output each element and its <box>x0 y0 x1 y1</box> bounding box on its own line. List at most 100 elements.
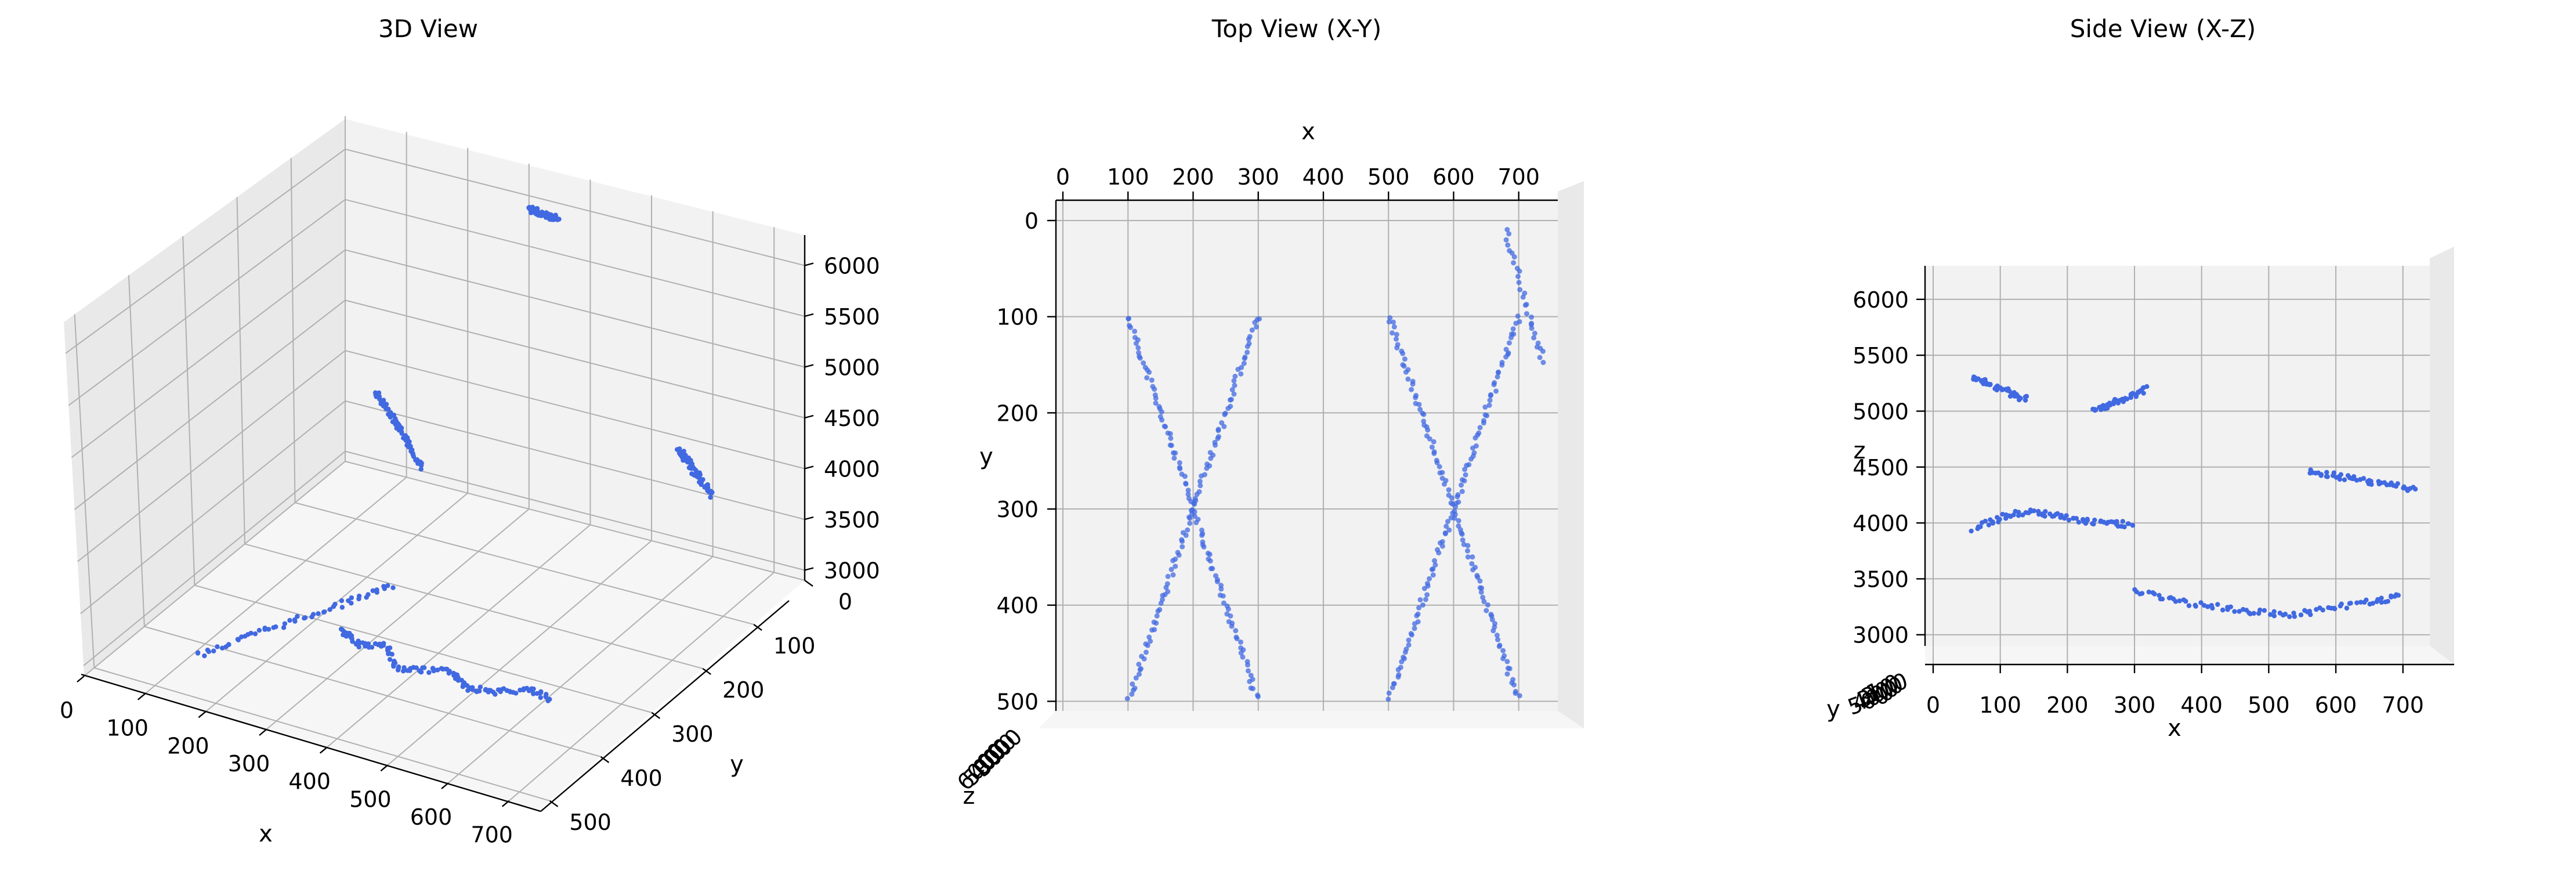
grid-line <box>327 524 591 748</box>
data-point <box>399 429 404 434</box>
data-point <box>1494 633 1500 638</box>
data-point <box>1403 369 1409 375</box>
data-point <box>1240 654 1246 660</box>
data-point <box>1160 593 1166 598</box>
grid-line <box>128 275 145 627</box>
data-point <box>1395 667 1401 673</box>
data-point <box>1485 602 1490 608</box>
x-tick-label-side: 100 <box>1979 692 2021 718</box>
data-point <box>1176 552 1182 558</box>
grid-line <box>74 314 95 668</box>
data-point <box>1443 523 1449 529</box>
data-point <box>2023 394 2028 399</box>
data-point <box>1250 686 1256 692</box>
z-tick-label-3d: 4500 <box>824 406 880 431</box>
data-point <box>1437 470 1443 476</box>
data-point <box>411 454 417 459</box>
data-point <box>2364 597 2369 603</box>
data-point <box>1168 443 1174 449</box>
data-point <box>2220 607 2226 613</box>
data-point <box>1394 331 1399 337</box>
data-point <box>2215 602 2220 607</box>
grid-line <box>77 350 346 562</box>
data-point <box>2339 601 2344 606</box>
tick-mark <box>804 313 814 317</box>
data-point <box>295 613 300 619</box>
grid-line <box>144 476 407 695</box>
data-point <box>418 467 424 472</box>
grid-line <box>205 492 468 713</box>
data-point <box>1427 576 1432 582</box>
data-point <box>1479 585 1485 591</box>
data-point <box>356 644 361 650</box>
data-point <box>2388 593 2394 599</box>
data-point <box>1386 319 1392 325</box>
data-point <box>2107 402 2112 407</box>
data-point <box>2183 598 2188 604</box>
data-point <box>2066 517 2072 523</box>
data-point <box>1136 671 1142 677</box>
data-point <box>377 641 382 647</box>
data-point <box>1171 455 1177 461</box>
data-point <box>1207 551 1213 557</box>
data-point <box>1170 572 1176 578</box>
z-tick-label-side: 6000 <box>1853 287 1909 313</box>
tick-mark <box>319 746 328 754</box>
data-point <box>1520 294 1526 300</box>
data-point <box>2354 600 2360 605</box>
data-point <box>2237 609 2242 614</box>
data-point <box>1459 532 1465 537</box>
data-point <box>1495 374 1500 380</box>
data-point <box>1402 649 1408 655</box>
data-point <box>407 668 413 673</box>
data-point <box>1137 355 1143 361</box>
x-axis-line-3d <box>81 673 541 812</box>
x-tick-label-top: 200 <box>1172 164 1214 190</box>
data-point <box>1207 558 1213 564</box>
y-tick-label-top: 200 <box>996 400 1039 426</box>
data-point <box>310 612 316 617</box>
data-point <box>1421 411 1427 417</box>
data-point <box>1412 621 1417 627</box>
data-point <box>215 644 220 649</box>
data-point <box>1484 413 1490 418</box>
data-point <box>226 642 231 647</box>
z-tick-label-side: 3000 <box>1853 623 1909 648</box>
tick-mark <box>753 623 762 631</box>
x-axis-label-top: x <box>1301 118 1315 145</box>
data-point <box>1420 602 1426 608</box>
y-tick-label-3d: 100 <box>773 633 816 659</box>
data-point <box>2007 389 2012 394</box>
data-point <box>1231 391 1237 397</box>
z-tick-label-3d: 5000 <box>824 355 880 381</box>
data-point <box>2042 514 2047 519</box>
data-point <box>385 583 390 588</box>
data-point <box>1245 668 1251 674</box>
data-point <box>1146 369 1152 375</box>
y-tick-label-3d: 200 <box>722 677 765 703</box>
panel-3d-view: 3D View 0 100 200 300 400 500 600 700 0 100 200 300… <box>60 15 880 848</box>
x-axis-label-3d: x <box>259 821 273 847</box>
data-point <box>1531 335 1537 341</box>
data-point <box>1395 674 1401 680</box>
data-point <box>1153 400 1159 406</box>
data-point <box>1430 572 1436 578</box>
data-point <box>1246 336 1251 342</box>
data-point <box>1241 360 1247 366</box>
data-point <box>1429 566 1435 572</box>
data-point <box>1213 442 1218 448</box>
data-point <box>1132 328 1138 334</box>
data-point <box>2271 613 2277 619</box>
data-point <box>1406 637 1412 643</box>
data-point <box>2124 396 2130 402</box>
data-point <box>538 690 544 695</box>
x-tick-label-side: 200 <box>2046 692 2089 718</box>
data-point <box>348 634 353 640</box>
data-point <box>1130 687 1136 693</box>
data-point <box>513 691 519 696</box>
data-point <box>498 689 503 695</box>
data-point <box>1511 254 1517 260</box>
plot-area-side <box>1925 266 2430 646</box>
data-point <box>1496 644 1502 649</box>
data-point <box>2368 479 2374 484</box>
